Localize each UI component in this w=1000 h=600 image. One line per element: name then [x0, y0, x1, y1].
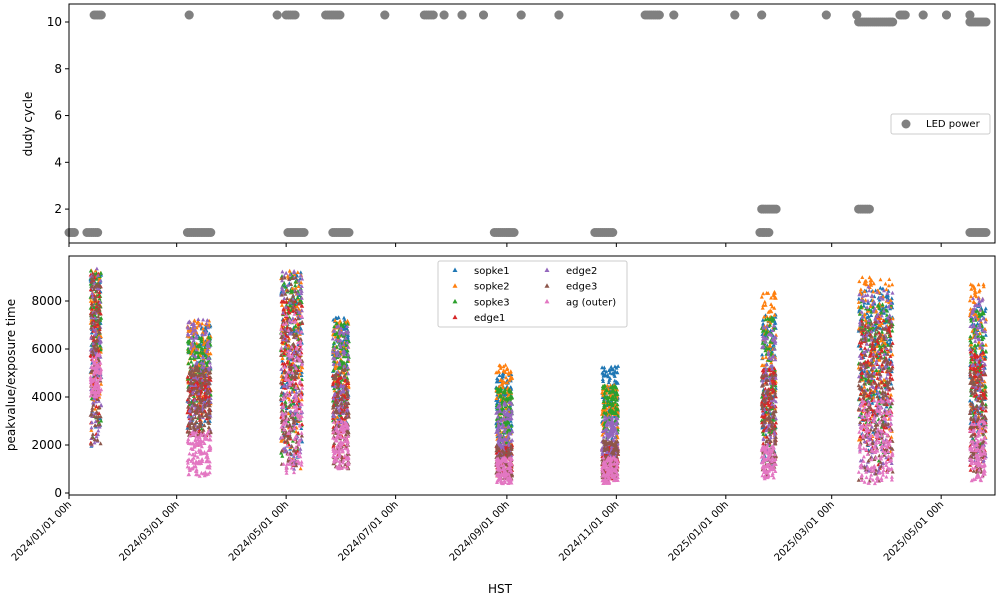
point-sopke2: [298, 466, 303, 471]
led-power-point: [457, 10, 467, 20]
point-sopke1: [983, 306, 988, 311]
point-sopke2: [295, 270, 300, 274]
led-power-point: [509, 228, 519, 237]
point-edge2: [201, 317, 206, 322]
led-power-point: [654, 10, 664, 20]
point-sopke1: [983, 333, 988, 337]
bottom-axes-peakvalue: [88, 266, 988, 486]
point-edge2: [89, 425, 94, 430]
point-edge2: [280, 269, 285, 274]
point-sopke1: [203, 325, 208, 330]
point-sopke3: [189, 359, 194, 364]
led-power-point: [290, 10, 300, 20]
point-sopke3: [968, 334, 973, 339]
led-power-point: [96, 10, 106, 20]
led-power-point: [918, 10, 928, 20]
point-edge2: [96, 428, 101, 433]
point-sopke2: [857, 279, 862, 284]
point-sopke2: [890, 282, 895, 287]
led-power-point: [516, 10, 526, 20]
led-power-point: [428, 10, 438, 20]
point-sopke1: [195, 332, 200, 337]
point-edge2: [94, 266, 99, 271]
led-power-point: [888, 17, 898, 27]
point-sopke2: [867, 275, 872, 280]
point-sopke3: [880, 302, 885, 307]
led-power-point: [335, 10, 345, 20]
led-power-point: [864, 204, 874, 214]
led-power-point: [184, 10, 194, 20]
led-power-point: [479, 10, 488, 20]
led-power-point: [900, 10, 910, 20]
led-power-point: [344, 228, 354, 237]
point-sopke2: [886, 283, 891, 288]
point-sopke3: [859, 303, 864, 308]
led-power-point: [299, 228, 309, 237]
led-power-point: [69, 228, 79, 237]
led-power-point: [608, 228, 618, 237]
led-power-point: [764, 228, 774, 237]
point-sopke1: [968, 398, 972, 403]
point-edge2: [284, 270, 289, 275]
point-sopke2: [878, 277, 883, 282]
point-sopke2: [287, 268, 292, 273]
led-power-point: [272, 10, 282, 20]
point-sopke1: [342, 317, 347, 322]
point-sopke2: [883, 281, 888, 286]
point-sopke2: [761, 291, 766, 296]
led-power-point: [93, 228, 103, 237]
point-sopke2: [976, 282, 981, 287]
led-power-point: [942, 10, 951, 20]
point-edge2: [298, 446, 303, 451]
point-sopke3: [293, 283, 298, 288]
led-power-point: [771, 204, 781, 214]
led-power-point: [981, 17, 991, 27]
led-power-point: [821, 10, 831, 20]
point-edge2: [196, 317, 201, 321]
led-power-point: [380, 10, 390, 20]
point-sopke2: [967, 298, 972, 303]
led-power-point: [669, 10, 679, 20]
point-sopke1: [298, 270, 303, 275]
point-sopke1: [869, 313, 874, 317]
top-axes-led-power: [64, 10, 991, 237]
led-power-point: [439, 10, 449, 20]
led-power-point: [206, 228, 216, 237]
point-sopke1: [294, 421, 299, 426]
point-sopke1: [280, 358, 285, 363]
point-sopke2: [762, 299, 767, 304]
point-sopke2: [860, 275, 865, 279]
led-power-point: [965, 10, 975, 20]
point-edge1: [866, 358, 870, 363]
point-sopke1: [612, 378, 617, 383]
point-sopke1: [299, 426, 304, 430]
led-power-point: [852, 10, 862, 20]
point-sopke2: [977, 288, 982, 292]
point-sopke1: [760, 352, 765, 357]
point-sopke1: [207, 331, 212, 336]
point-edge2: [292, 269, 297, 273]
point-edge1: [761, 441, 766, 446]
point-edge1: [863, 346, 867, 350]
point-sopke1: [342, 315, 346, 320]
led-power-point: [757, 10, 767, 20]
point-sopke2: [887, 277, 892, 281]
led-power-point: [730, 10, 740, 20]
point-sopke3: [983, 348, 988, 353]
point-sopke2: [884, 287, 889, 292]
point-sopke1: [600, 377, 605, 381]
point-edge2: [279, 367, 284, 371]
point-sopke1: [300, 439, 305, 444]
point-sopke2: [968, 282, 973, 287]
point-sopke2: [759, 294, 764, 299]
point-sopke1: [203, 418, 207, 423]
point-sopke3: [332, 340, 337, 345]
point-sopke2: [858, 287, 863, 292]
led-power-point: [554, 10, 564, 20]
led-power-point: [981, 228, 991, 237]
point-sopke1: [616, 364, 621, 368]
point-sopke1: [185, 425, 190, 430]
